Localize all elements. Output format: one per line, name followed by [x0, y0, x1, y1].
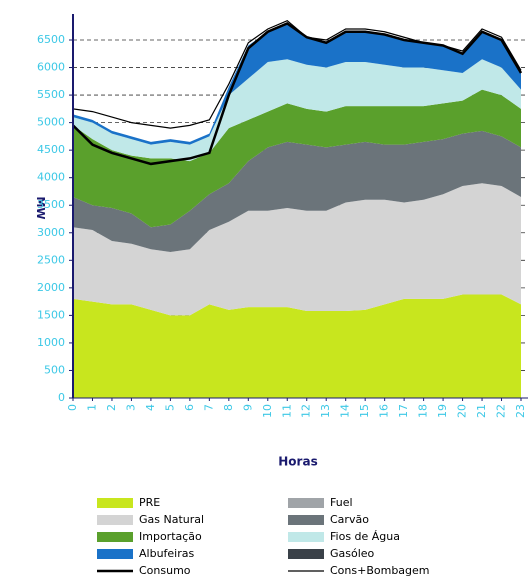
legend-swatch: [97, 498, 133, 508]
area: [73, 294, 521, 398]
x-tick-label: 14: [339, 404, 352, 418]
legend-label: PRE: [139, 496, 160, 509]
y-tick-label: 2000: [37, 281, 65, 294]
y-tick-label: 3000: [37, 226, 65, 239]
area: [73, 183, 521, 316]
legend-swatch: [97, 549, 133, 559]
legend-label: Consumo: [139, 564, 191, 577]
legend-label: Gasóleo: [330, 547, 375, 560]
x-tick-label: 3: [124, 404, 137, 411]
x-axis-label: Horas: [278, 455, 317, 469]
y-axis-label: MW: [34, 196, 47, 219]
x-tick-label: 6: [183, 404, 196, 411]
x-tick-label: 17: [397, 404, 410, 418]
y-tick-label: 5000: [37, 116, 65, 129]
x-tick-label: 11: [280, 404, 293, 418]
y-tick-label: 1500: [37, 308, 65, 321]
area: [73, 59, 521, 162]
x-tick-label: 15: [358, 404, 371, 418]
area: [73, 89, 521, 228]
area: [73, 23, 521, 145]
x-tick-label: 16: [378, 404, 391, 418]
y-tick-label: 0: [58, 391, 65, 404]
y-tick-label: 3500: [37, 198, 65, 211]
y-tick-label: 4000: [37, 171, 65, 184]
y-tick-label: 4500: [37, 143, 65, 156]
x-tick-label: 9: [241, 404, 254, 411]
x-tick-label: 19: [436, 404, 449, 418]
x-tick-label: 20: [456, 404, 469, 418]
legend-swatch: [288, 549, 324, 559]
x-tick-label: 18: [417, 404, 430, 418]
x-tick-label: 23: [514, 404, 527, 418]
legend-swatch: [288, 515, 324, 525]
x-tick-label: 8: [222, 404, 235, 411]
y-tick-label: 2500: [37, 253, 65, 266]
y-tick-label: 6500: [37, 33, 65, 46]
legend-swatch: [97, 515, 133, 525]
y-tick-label: 500: [44, 363, 65, 376]
x-tick-label: 2: [105, 404, 118, 411]
legend-label: Fios de Água: [330, 530, 400, 543]
x-tick-label: 7: [202, 404, 215, 411]
x-tick-label: 4: [144, 404, 157, 411]
legend-swatch: [97, 532, 133, 542]
x-tick-label: 12: [300, 404, 313, 418]
x-tick-label: 21: [475, 404, 488, 418]
legend-label: Gas Natural: [139, 513, 204, 526]
x-tick-label: 22: [495, 404, 508, 418]
legend-label: Importação: [139, 530, 202, 543]
x-tick-label: 0: [66, 404, 79, 411]
line: [72, 20, 522, 129]
x-tick-label: 1: [85, 404, 98, 411]
y-tick-label: 5500: [37, 88, 65, 101]
legend-label: Carvão: [330, 513, 369, 526]
x-tick-label: 5: [163, 404, 176, 411]
legend-label: Albufeiras: [139, 547, 194, 560]
y-tick-label: 1000: [37, 336, 65, 349]
area: [73, 130, 521, 253]
legend-label: Fuel: [330, 496, 353, 509]
legend-label: Cons+Bombagem: [330, 564, 430, 577]
legend-swatch: [288, 532, 324, 542]
legend-swatch: [288, 498, 324, 508]
x-tick-label: 13: [319, 404, 332, 418]
x-tick-label: 10: [261, 404, 274, 418]
y-tick-label: 6000: [37, 61, 65, 74]
